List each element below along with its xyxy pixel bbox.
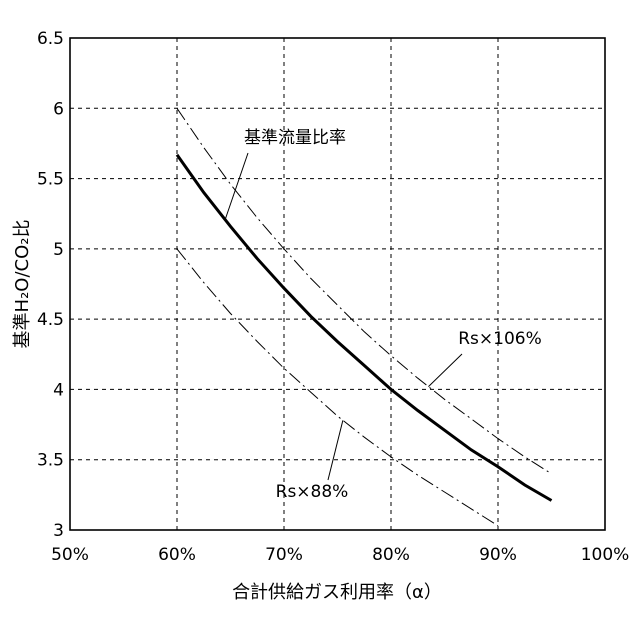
series-lines bbox=[177, 108, 552, 526]
annotation-label: 基準流量比率 bbox=[244, 128, 346, 148]
annotation-label: Rs×106% bbox=[458, 329, 542, 349]
x-tick-label: 60% bbox=[158, 545, 196, 565]
y-axis-title: 基準H₂O/CO₂比 bbox=[12, 220, 33, 349]
annotation-leader bbox=[225, 153, 248, 220]
annotation-leader bbox=[428, 354, 462, 387]
x-tick-label: 100% bbox=[581, 545, 630, 565]
y-tick-label: 5.5 bbox=[37, 170, 64, 190]
x-tick-label: 50% bbox=[51, 545, 89, 565]
series-line-1 bbox=[177, 108, 552, 474]
x-tick-label: 80% bbox=[372, 545, 410, 565]
y-tick-label: 4 bbox=[53, 380, 64, 400]
x-axis-title: 合計供給ガス利用率（α） bbox=[232, 582, 442, 603]
series-line-0 bbox=[177, 155, 552, 501]
annotations: 基準流量比率 Rs×106% Rs×88% bbox=[225, 128, 542, 502]
y-tick-label: 3 bbox=[53, 521, 64, 541]
y-tick-label: 5 bbox=[53, 240, 64, 260]
annotation-leader bbox=[328, 420, 343, 480]
grid bbox=[70, 38, 605, 530]
y-tick-label: 6 bbox=[53, 99, 64, 119]
y-tick-label: 4.5 bbox=[37, 310, 64, 330]
annotation-label: Rs×88% bbox=[276, 482, 349, 502]
x-tick-label: 90% bbox=[479, 545, 517, 565]
y-tick-label: 3.5 bbox=[37, 451, 64, 471]
x-tick-label: 70% bbox=[265, 545, 303, 565]
plot-frame bbox=[70, 38, 605, 530]
y-tick-label: 6.5 bbox=[37, 29, 64, 49]
